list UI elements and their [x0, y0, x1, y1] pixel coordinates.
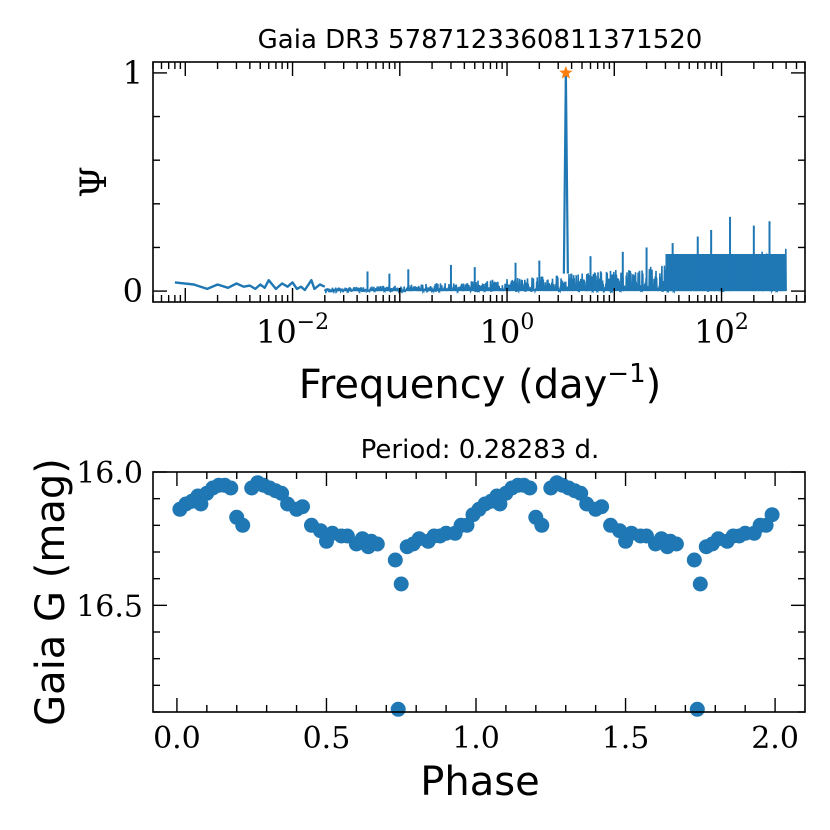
periodogram-ticks	[152, 62, 806, 302]
periodogram-noise-fill	[665, 254, 787, 292]
lightcurve-point	[387, 552, 403, 568]
lightcurve-title: Period: 0.28283 d.	[361, 435, 600, 465]
lightcurve-point	[534, 517, 550, 533]
periodogram-title: Gaia DR3 5787123360811371520	[258, 25, 703, 55]
x-tick-label: 100	[480, 310, 535, 351]
periodogram-xlabel: Frequency (day−1)	[299, 359, 661, 408]
x-tick-base: 10	[480, 313, 521, 351]
lightcurve-ylabel: Gaia G (mag)	[28, 458, 74, 726]
lightcurve-point	[393, 576, 409, 592]
x-tick-label: 0.5	[303, 721, 351, 756]
lightcurve-ticks	[153, 471, 805, 713]
x-tick-exponent: 2	[735, 310, 749, 335]
lightcurve-point	[390, 701, 406, 717]
x-tick-label: 2.0	[751, 721, 799, 756]
lightcurve-tick-labels: 0.0 0.5 1.0 1.5 2.0 16.0 16.5	[76, 456, 799, 756]
periodogram-frame	[152, 61, 806, 303]
periodogram-ylabel: Ψ	[74, 166, 115, 198]
lightcurve-point	[692, 576, 708, 592]
lightcurve-point	[594, 499, 610, 515]
x-tick-label: 0.0	[153, 721, 201, 756]
lightcurve-point	[689, 701, 705, 717]
x-tick-base: 10	[256, 313, 297, 351]
lightcurve-point	[235, 517, 251, 533]
lightcurve-point	[522, 480, 538, 496]
y-tick-label: 16.5	[76, 589, 143, 624]
x-tick-label: 1.5	[602, 721, 650, 756]
y-tick-label: 16.0	[76, 456, 143, 491]
x-tick-label: 102	[694, 310, 749, 351]
periodogram-data	[174, 65, 787, 295]
y-tick-label: 0	[123, 272, 143, 310]
periodogram-peak-line-right	[564, 72, 569, 274]
lightcurve-frame	[152, 471, 806, 713]
x-tick-label: 1.0	[452, 721, 500, 756]
lightcurve-data	[172, 475, 780, 717]
x-tick-label: 10−2	[256, 310, 329, 351]
lightcurve-point	[369, 536, 385, 552]
lightcurve-point	[668, 536, 684, 552]
lightcurve-point	[764, 507, 780, 523]
y-tick-label: 1	[123, 54, 143, 92]
periodogram-panel: Gaia DR3 5787123360811371520 10−2 100 1020…	[74, 25, 806, 408]
lightcurve-xlabel: Phase	[420, 759, 539, 805]
lightcurve-point	[686, 552, 702, 568]
lightcurve-panel: Period: 0.28283 d. 0.0 0.5 1.0 1.5 2.0 16.0 16…	[28, 435, 806, 805]
x-tick-exponent: −2	[297, 310, 329, 335]
x-tick-exponent: 0	[520, 310, 534, 335]
x-tick-base: 10	[694, 313, 735, 351]
lightcurve-point	[295, 499, 310, 515]
lightcurve-point	[223, 480, 239, 496]
periodogram-peak-star	[559, 65, 573, 79]
periodogram-line-low	[174, 279, 326, 292]
